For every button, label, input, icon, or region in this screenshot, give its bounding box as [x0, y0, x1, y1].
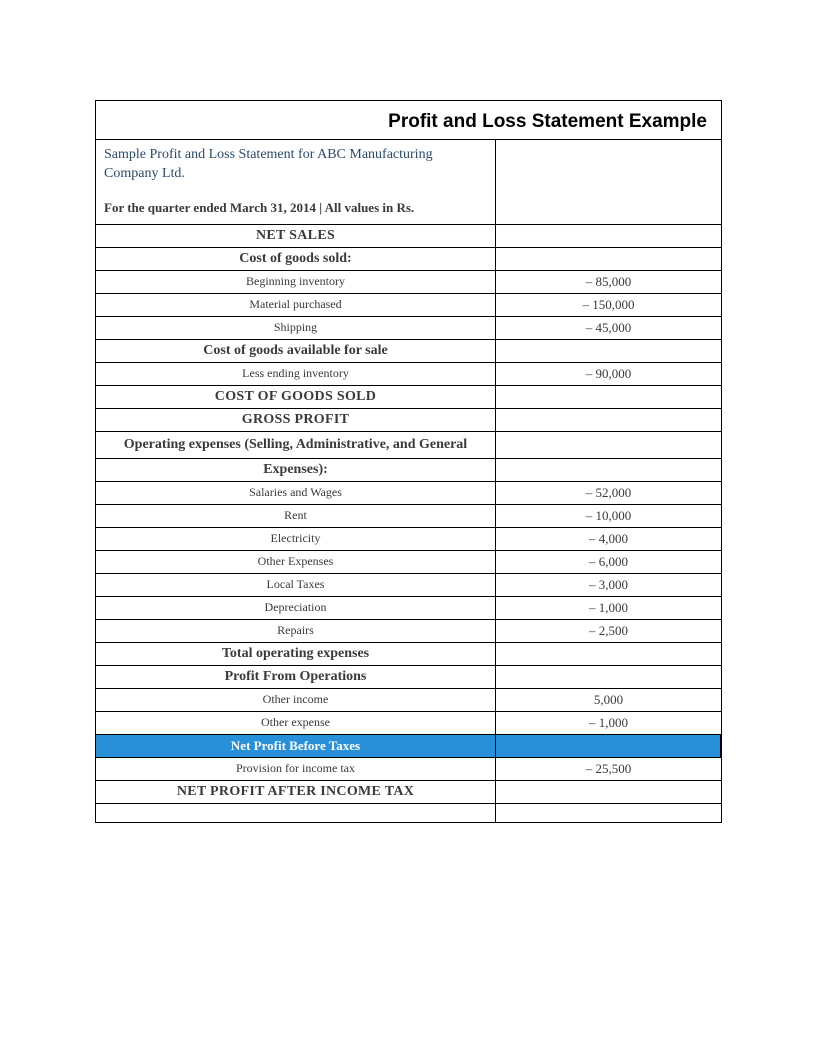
gross-profit-label: GROSS PROFIT — [96, 409, 496, 431]
opex-heading1: Operating expenses (Selling, Administrat… — [96, 432, 496, 458]
other-expense-label: Other expense — [96, 712, 496, 734]
depreciation-value: – 1,000 — [496, 597, 721, 619]
subtitle: Sample Profit and Loss Statement for ABC… — [96, 140, 496, 190]
beginning-inv-value: – 85,000 — [496, 271, 721, 293]
rent-label: Rent — [96, 505, 496, 527]
profit-ops-value — [496, 666, 721, 688]
shipping-label: Shipping — [96, 317, 496, 339]
provision-tax-value: – 25,500 — [496, 758, 721, 780]
opex-heading2: Expenses): — [96, 459, 496, 481]
period-value — [496, 190, 721, 224]
repairs-value: – 2,500 — [496, 620, 721, 642]
period-text: For the quarter ended March 31, 2014 | A… — [96, 190, 496, 224]
empty-label — [96, 804, 496, 822]
net-sales-value — [496, 225, 721, 247]
subtitle-value — [496, 140, 721, 190]
material-label: Material purchased — [96, 294, 496, 316]
other-expense-value: – 1,000 — [496, 712, 721, 734]
net-before-tax-value — [496, 735, 721, 757]
salaries-label: Salaries and Wages — [96, 482, 496, 504]
table-title: Profit and Loss Statement Example — [96, 101, 721, 139]
net-before-tax-row: Net Profit Before Taxes — [96, 734, 721, 757]
rent-value: – 10,000 — [496, 505, 721, 527]
shipping-value: – 45,000 — [496, 317, 721, 339]
cogs-heading: Cost of goods sold: — [96, 248, 496, 270]
electricity-label: Electricity — [96, 528, 496, 550]
beginning-inv-label: Beginning inventory — [96, 271, 496, 293]
otherexp-value: – 6,000 — [496, 551, 721, 573]
net-after-tax-value — [496, 781, 721, 803]
net-after-tax-label: NET PROFIT AFTER INCOME TAX — [96, 781, 496, 803]
other-income-value: 5,000 — [496, 689, 721, 711]
opex-heading2-value — [496, 459, 721, 481]
electricity-value: – 4,000 — [496, 528, 721, 550]
less-ending-label: Less ending inventory — [96, 363, 496, 385]
empty-value — [496, 804, 721, 822]
depreciation-label: Depreciation — [96, 597, 496, 619]
localtax-label: Local Taxes — [96, 574, 496, 596]
goods-available-value — [496, 340, 721, 362]
otherexp-label: Other Expenses — [96, 551, 496, 573]
localtax-value: – 3,000 — [496, 574, 721, 596]
net-before-tax-label: Net Profit Before Taxes — [96, 735, 496, 757]
provision-tax-label: Provision for income tax — [96, 758, 496, 780]
cogs-total-label: COST OF GOODS SOLD — [96, 386, 496, 408]
material-value: – 150,000 — [496, 294, 721, 316]
goods-available-label: Cost of goods available for sale — [96, 340, 496, 362]
total-opex-value — [496, 643, 721, 665]
less-ending-value: – 90,000 — [496, 363, 721, 385]
repairs-label: Repairs — [96, 620, 496, 642]
profit-loss-table: Profit and Loss Statement Example Sample… — [95, 100, 722, 823]
cogs-heading-value — [496, 248, 721, 270]
salaries-value: – 52,000 — [496, 482, 721, 504]
gross-profit-value — [496, 409, 721, 431]
cogs-total-value — [496, 386, 721, 408]
profit-ops-label: Profit From Operations — [96, 666, 496, 688]
net-sales-label: NET SALES — [96, 225, 496, 247]
opex-heading1-value — [496, 432, 721, 458]
other-income-label: Other income — [96, 689, 496, 711]
total-opex-label: Total operating expenses — [96, 643, 496, 665]
